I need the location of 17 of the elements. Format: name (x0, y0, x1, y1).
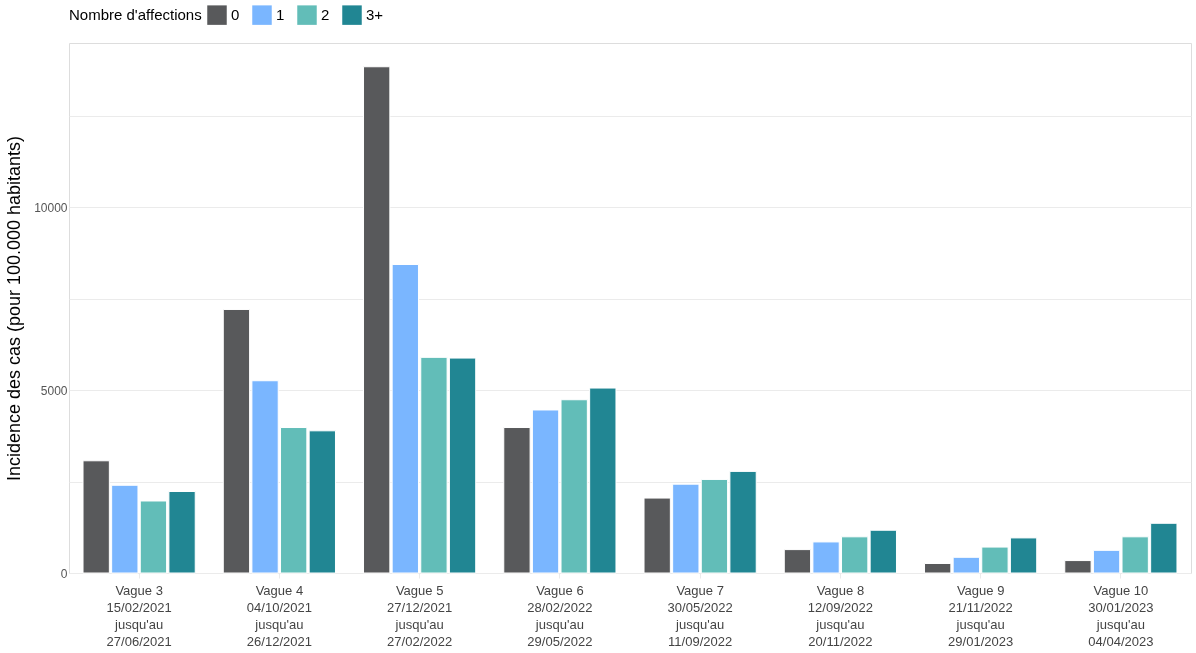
y-tick-label: 10000 (34, 200, 68, 215)
x-tick-label: Vague 6 28/02/2022 jusqu'au 29/05/2022 (527, 582, 593, 649)
legend-title: Nombre d'affections (69, 6, 202, 23)
x-tick-label: Vague 8 12/09/2022 jusqu'au 20/11/2022 (807, 582, 873, 649)
legend-label: 1 (276, 6, 285, 24)
y-tick-label: 0 (60, 566, 68, 581)
x-tick-label: Vague 10 30/01/2023 jusqu'au 04/04/2023 (1088, 582, 1154, 649)
y-axis-title: Incidence des cas (pour 100.000 habitants) (4, 135, 25, 482)
legend-label: 0 (231, 6, 240, 24)
x-tick-label: Vague 9 21/11/2022 jusqu'au 29/01/2023 (948, 582, 1014, 649)
x-tick-label: Vague 3 15/02/2021 jusqu'au 27/06/2021 (106, 582, 172, 649)
legend-label: 2 (321, 6, 330, 24)
legend-label: 3+ (366, 6, 384, 24)
x-tick-label: Vague 4 04/10/2021 jusqu'au 26/12/2021 (246, 582, 312, 649)
x-tick-label: Vague 7 30/05/2022 jusqu'au 11/09/2022 (667, 582, 733, 649)
y-tick-label: 5000 (40, 383, 68, 398)
x-tick-label: Vague 5 27/12/2021 jusqu'au 27/02/2022 (387, 582, 453, 649)
